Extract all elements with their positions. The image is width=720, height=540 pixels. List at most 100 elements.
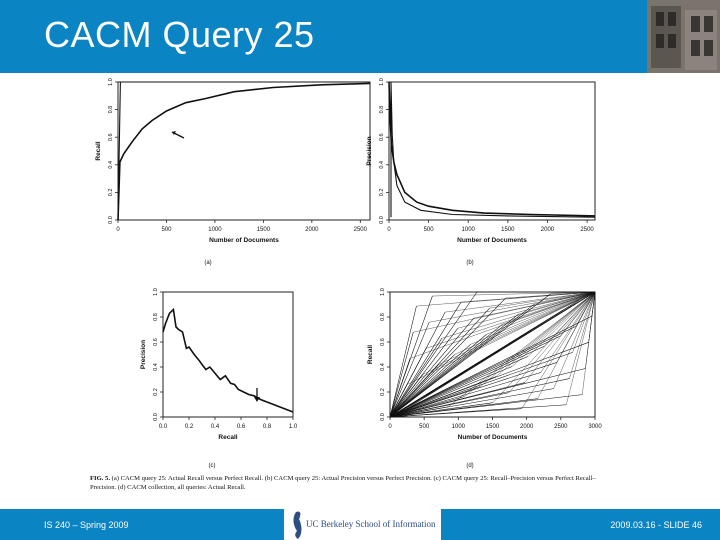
query-line [543,291,596,347]
series-line [117,82,371,221]
slide-title: CACM Query 25 [44,14,315,55]
x-axis-label: Recall [218,434,237,441]
series-line [162,307,294,413]
series-line [117,81,370,221]
query-line [389,307,490,418]
query-line [464,291,596,397]
x-tick-label: 500 [161,227,172,233]
query-line [454,291,596,355]
x-tick-label: 0.6 [237,424,246,430]
query-line [496,291,596,377]
query-line [389,362,557,418]
y-tick-label: 0.4 [153,363,159,371]
query-line [524,291,596,383]
query-line [553,291,596,389]
query-line [389,372,541,418]
query-line [389,301,462,418]
y-tick-label: 0.4 [108,161,114,169]
query-line [389,306,417,418]
series-line [390,81,596,218]
y-tick-label: 0.8 [108,106,114,114]
y-tick-label: 1.0 [380,288,386,296]
logo-text: UC Berkeley School of Information [306,519,436,529]
query-line [429,291,596,323]
x-tick-label: 1000 [208,227,222,233]
y-tick-label: 0.4 [380,363,386,371]
y-tick-label: 0.6 [379,133,385,141]
query-line [550,291,596,295]
y-tick-label: 0.2 [379,189,385,197]
query-line [389,344,471,418]
query-line [389,338,443,418]
query-line [505,291,596,299]
x-axis-label: Number of Documents [209,237,279,244]
panel-label: (d) [466,463,473,469]
x-tick-label: 2500 [580,227,594,233]
title-bar [0,0,720,73]
y-tick-label: 0.0 [380,413,386,421]
query-line [389,293,551,418]
chart-panel: 0.0 0.2 0.4 0.6 0.8 1.0 0 500 1000 1500 2000 2500 30… [367,288,602,469]
query-line [389,342,589,418]
y-tick-label: 1.0 [108,78,114,86]
caption-text: (a) CACM query 25: Actual Recall versus … [90,475,596,491]
query-line [389,404,567,418]
x-tick-label: 1000 [462,227,476,233]
query-line [389,366,513,418]
query-line [438,291,596,365]
course-label: IS 240 – Spring 2009 [44,520,129,530]
query-line [511,291,596,367]
query-line [389,322,430,418]
query-line [448,291,596,407]
y-tick-label: 0.2 [380,388,386,396]
query-line [432,291,596,297]
x-tick-label: 0.2 [185,424,194,430]
query-line [389,295,433,418]
query-line [422,291,596,375]
query-line [572,291,596,353]
query-line [389,394,583,418]
y-tick-label: 1.0 [379,78,385,86]
query-line [441,291,596,339]
x-tick-label: 500 [424,227,435,233]
query-line [406,291,596,385]
y-tick-label: 0.6 [108,133,114,141]
building-photo [647,0,720,73]
y-axis-label: Precision [140,340,147,369]
x-tick-label: 2000 [541,227,555,233]
y-tick-label: 0.0 [108,216,114,224]
x-tick-label: 1500 [501,227,515,233]
query-line [389,299,580,418]
query-line [508,291,596,393]
figure-panels: 0.0 0.2 0.4 0.6 0.8 1.0 0 500 1000 1500 2000 2500 Nu… [80,72,610,502]
y-tick-label: 0.8 [380,313,386,321]
query-line [389,354,455,418]
plot-frame [388,81,596,221]
series-line [388,81,596,217]
annotation-arrowhead [172,131,176,135]
query-line [389,346,545,418]
y-tick-label: 0.2 [108,189,114,197]
x-tick-label: 500 [419,424,430,430]
y-axis-label: Precision [366,136,373,165]
x-tick-label: 3000 [588,424,602,430]
x-axis-label: Number of Documents [457,237,527,244]
y-tick-label: 0.8 [153,313,159,321]
x-tick-label: 1500 [257,227,271,233]
query-line [389,311,446,418]
query-line [389,334,487,418]
y-tick-label: 0.6 [380,338,386,346]
x-tick-label: 0.8 [263,424,272,430]
figure-caption: FIG. 5. (a) CACM query 25: Actual Recall… [90,474,600,492]
x-tick-label: 0 [387,227,391,233]
y-axis-label: Recall [367,345,374,364]
query-line [409,291,596,359]
query-line [569,291,596,379]
query-line [389,356,529,418]
caption-lead: FIG. 5. [90,475,110,482]
query-line [389,368,586,418]
y-axis-label: Recall [95,141,102,160]
query-line [389,325,576,418]
query-line [578,291,596,301]
x-tick-label: 1000 [452,424,466,430]
